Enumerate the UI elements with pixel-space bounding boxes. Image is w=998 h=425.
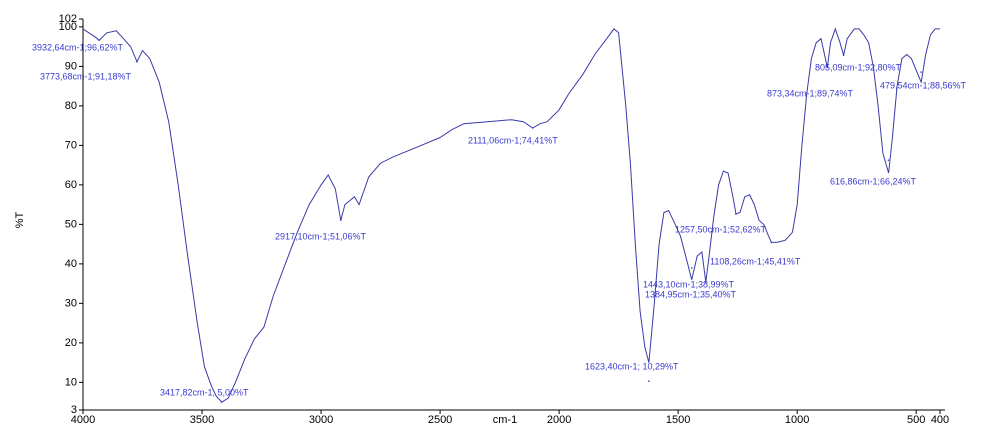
x-tick-label: 500	[907, 414, 925, 425]
x-tick-label: 3500	[190, 414, 214, 425]
peak-marker	[887, 159, 890, 162]
peak-marker	[220, 401, 223, 403]
y-tick-label: 40	[65, 258, 77, 270]
x-tick-label: 1000	[785, 414, 809, 425]
y-tick-label: 100	[59, 21, 77, 33]
x-tick-label: 3000	[309, 414, 333, 425]
peak-label: 479,54cm-1;88,56%T	[880, 80, 967, 90]
peak-marker	[339, 219, 342, 221]
peak-marker	[136, 60, 138, 63]
x-tick-label: 2000	[547, 414, 571, 425]
peak-marker	[531, 127, 534, 129]
peak-marker	[98, 39, 100, 42]
peak-label: 3417,82cm-1; 5,00%T	[160, 387, 249, 397]
peak-label: 616,86cm-1;66,24%T	[830, 176, 917, 186]
y-tick-label: 20	[65, 337, 77, 349]
peak-marker	[770, 241, 773, 244]
y-tick-label: 70	[65, 139, 77, 151]
peak-marker	[842, 54, 845, 57]
peak-marker	[690, 267, 693, 269]
y-tick-label: 102	[59, 13, 77, 25]
peak-label: 1623,40cm-1; 10,29%T	[585, 361, 679, 371]
x-tick-label: 4000	[71, 414, 95, 425]
peak-label: 3932,64cm-1;96,62%T	[32, 42, 124, 52]
x-tick-label: 2500	[428, 414, 452, 425]
peak-label: 1257,50cm-1;52,62%T	[675, 224, 767, 234]
peak-label: 1384,95cm-1;35,40%T	[645, 289, 737, 299]
y-tick-label: 50	[65, 218, 77, 230]
x-axis-label: cm-1	[493, 414, 517, 425]
y-tick-label: 80	[65, 100, 77, 112]
peak-marker	[920, 71, 922, 73]
peak-marker	[647, 380, 650, 383]
x-tick-label: 1500	[666, 414, 690, 425]
peak-label: 2111,06cm-1;74,41%T	[468, 135, 558, 145]
y-tick-label: 3	[71, 404, 77, 416]
peak-label: 805,09cm-1;92,80%T	[815, 62, 902, 72]
x-tick-label: 400	[931, 414, 949, 425]
peak-label: 1443,10cm-1;38,99%T	[643, 279, 735, 289]
y-axis-label: %T	[14, 211, 26, 228]
peak-label: 873,34cm-1;89,74%T	[767, 88, 854, 98]
peak-marker	[826, 66, 829, 69]
peak-marker	[735, 213, 737, 215]
spectrum-line	[82, 27, 940, 403]
peak-label: 2917,10cm-1;51,06%T	[275, 231, 367, 241]
peak-marker	[704, 281, 707, 283]
peak-label: 3773,68cm-1;91,18%T	[40, 71, 132, 81]
peak-label: 1108,26cm-1;45,41%T	[710, 256, 801, 266]
y-tick-label: 90	[65, 60, 77, 72]
y-tick-label: 30	[65, 297, 77, 309]
y-tick-label: 60	[65, 179, 77, 191]
y-tick-label: 10	[65, 376, 77, 388]
